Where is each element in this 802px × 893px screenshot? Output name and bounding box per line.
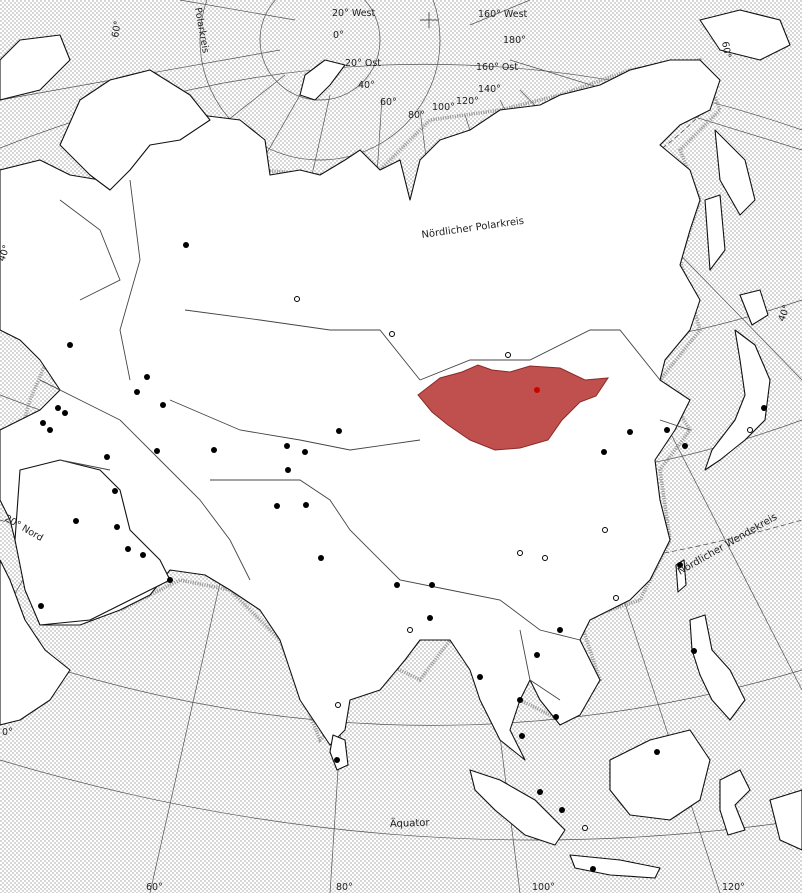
lat-80 [199,0,441,161]
mongolia-highlight[interactable] [417,364,609,451]
label-equator: Äquator [390,816,431,830]
label-lon-180: 180° [503,35,526,46]
eurasia [0,59,721,761]
mongolia-capital-marker[interactable] [534,387,540,393]
sumatra [469,769,566,846]
africa [0,559,71,726]
scandinavia [59,69,211,191]
borneo [609,729,711,821]
label-lon-40: 40° [358,80,375,91]
label-lon-80: 80° [408,110,425,121]
label-lat-60-right: 60° [719,41,733,59]
label-lat-60-left: 60° [110,20,124,38]
lat-85 [259,0,381,101]
label-lon-60-bottom: 60° [146,882,163,893]
label-lat-0-left: 0° [2,727,13,738]
lat-10 [0,649,802,726]
label-lon-120-bottom: 120° [722,882,745,893]
landmasses [0,9,802,879]
japan [704,329,771,471]
equator-line [0,759,802,841]
label-lat-40-right: 40° [776,303,792,323]
kamchatka [714,129,756,216]
label-lon-80-bottom: 80° [336,882,353,893]
label-lon-20e: 20° Ost [345,58,381,69]
label-lon-160w: 160° West [478,9,528,20]
label-lon-120: 120° [456,96,479,107]
label-lon-140: 140° [478,84,501,95]
label-lon-100: 100° [432,102,455,113]
country-borders [39,179,691,701]
label-lon-20w: 20° West [332,8,375,19]
north-pole-marker [420,12,438,28]
label-lon-100-bottom: 100° [532,882,555,893]
city-markers [38,242,767,872]
label-lon-0: 0° [333,30,344,41]
label-lon-60: 60° [380,97,397,108]
label-lon-160e: 160° Ost [476,62,518,73]
philippines [689,614,746,721]
